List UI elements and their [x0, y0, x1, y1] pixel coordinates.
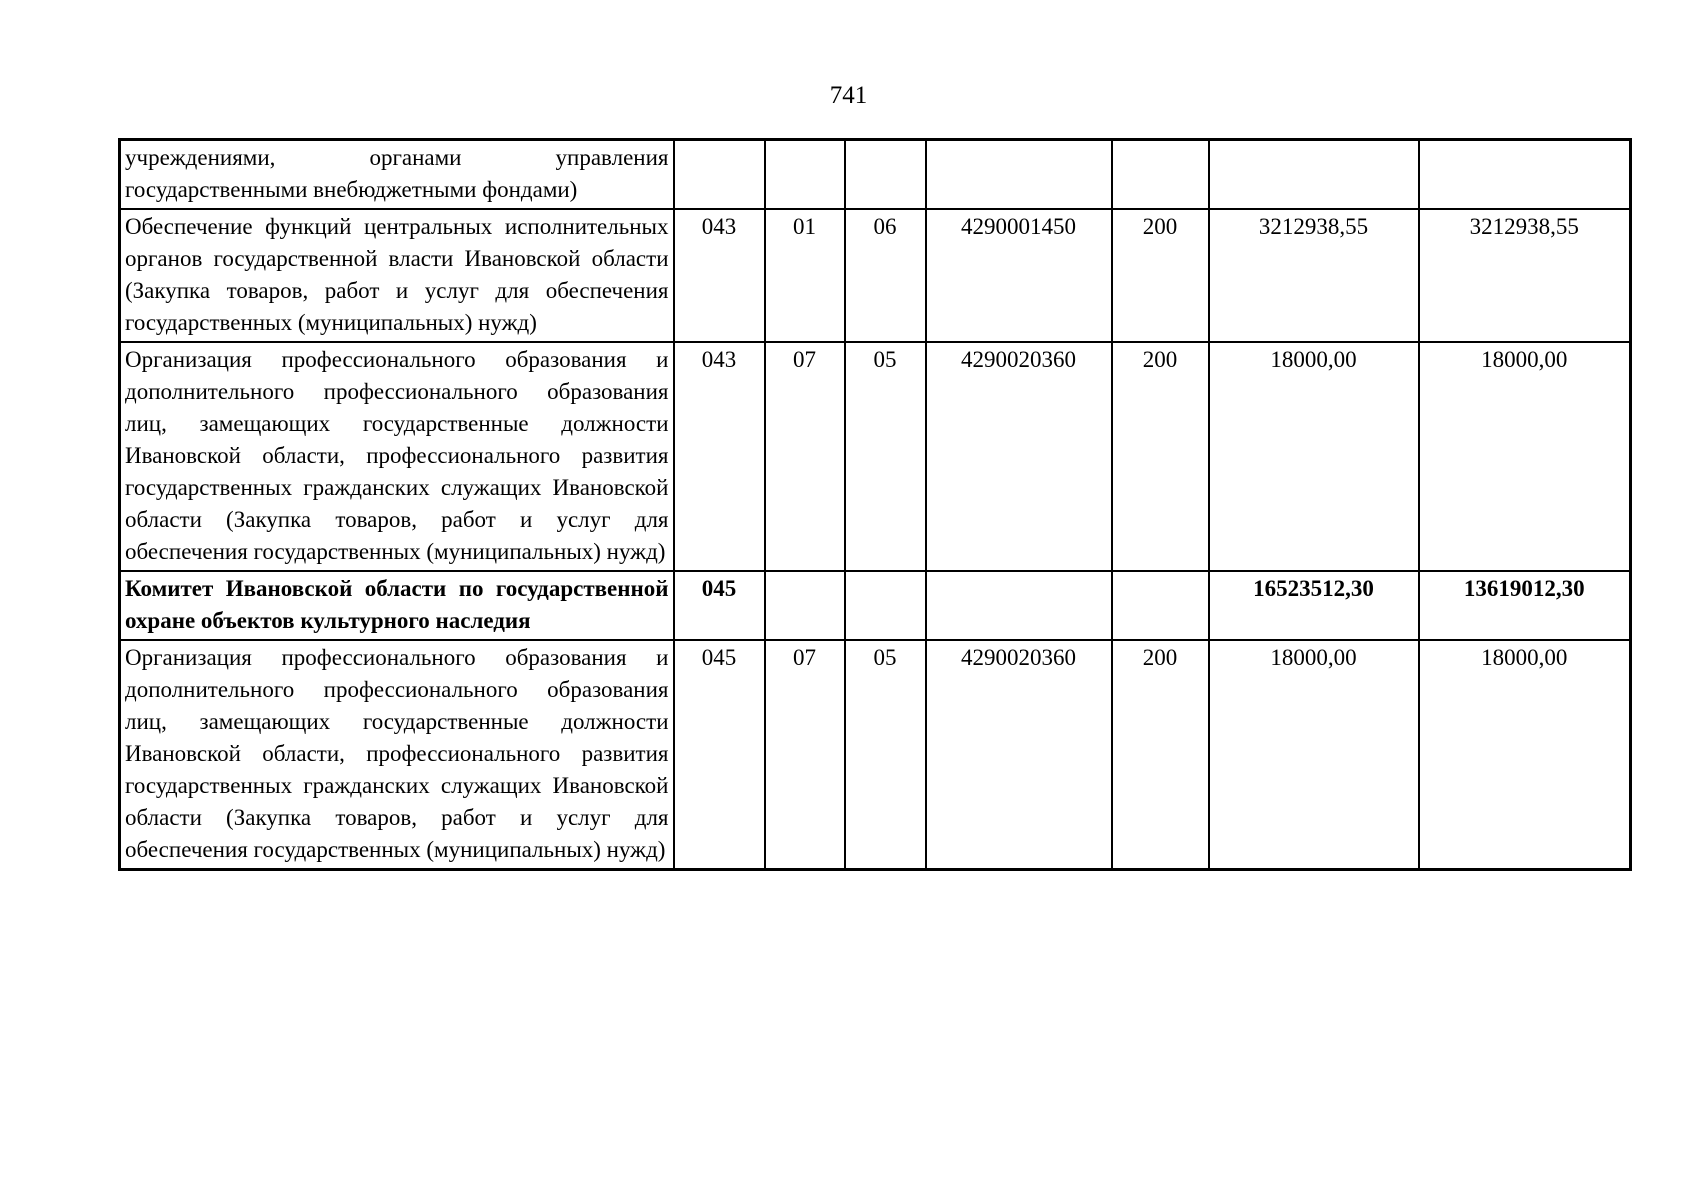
- cell-amount2: 18000,00: [1417, 639, 1632, 871]
- cell-code3: 05: [843, 639, 927, 871]
- cell-amount2: 13619012,30: [1417, 570, 1632, 641]
- cell-code2: 01: [763, 208, 846, 343]
- cell-code4: [924, 570, 1113, 641]
- cell-code2: [763, 138, 846, 210]
- cell-code5: [1110, 570, 1210, 641]
- cell-code1: 045: [672, 639, 766, 871]
- cell-code5: 200: [1110, 639, 1210, 871]
- cell-code3: 05: [843, 341, 927, 572]
- cell-name: Комитет Ивановской области по государств…: [118, 570, 675, 641]
- cell-code4: 4290001450: [924, 208, 1113, 343]
- cell-name: учреждениями, органами управления госуда…: [118, 138, 675, 210]
- cell-name: Организация профессионального образовани…: [118, 639, 675, 871]
- table-row: Обеспечение функций центральных исполнит…: [118, 208, 1632, 343]
- cell-code5: 200: [1110, 208, 1210, 343]
- cell-code3: 06: [843, 208, 927, 343]
- cell-code5: [1110, 138, 1210, 210]
- cell-code2: 07: [763, 639, 846, 871]
- cell-amount2: 3212938,55: [1417, 208, 1632, 343]
- cell-code5: 200: [1110, 341, 1210, 572]
- table-row: Организация профессионального образовани…: [118, 341, 1632, 572]
- cell-code4: 4290020360: [924, 639, 1113, 871]
- table-row: Организация профессионального образовани…: [118, 639, 1632, 871]
- cell-amount1: 3212938,55: [1207, 208, 1420, 343]
- cell-code3: [843, 570, 927, 641]
- cell-name: Организация профессионального образовани…: [118, 341, 675, 572]
- page-number: 741: [829, 82, 868, 109]
- cell-amount1: [1207, 138, 1420, 210]
- table-row: учреждениями, органами управления госуда…: [118, 138, 1632, 210]
- cell-code4: 4290020360: [924, 341, 1113, 572]
- table-row: Комитет Ивановской области по государств…: [118, 570, 1632, 641]
- cell-code1: 043: [672, 341, 766, 572]
- cell-code4: [924, 138, 1113, 210]
- budget-table-body: учреждениями, органами управления госуда…: [118, 138, 1632, 871]
- cell-amount2: [1417, 138, 1632, 210]
- budget-table: учреждениями, органами управления госуда…: [118, 138, 1632, 871]
- cell-code1: 045: [672, 570, 766, 641]
- cell-amount1: 18000,00: [1207, 639, 1420, 871]
- cell-amount1: 16523512,30: [1207, 570, 1420, 641]
- cell-amount2: 18000,00: [1417, 341, 1632, 572]
- cell-code2: 07: [763, 341, 846, 572]
- cell-amount1: 18000,00: [1207, 341, 1420, 572]
- cell-code2: [763, 570, 846, 641]
- cell-code1: [672, 138, 766, 210]
- cell-code3: [843, 138, 927, 210]
- cell-code1: 043: [672, 208, 766, 343]
- cell-name: Обеспечение функций центральных исполнит…: [118, 208, 675, 343]
